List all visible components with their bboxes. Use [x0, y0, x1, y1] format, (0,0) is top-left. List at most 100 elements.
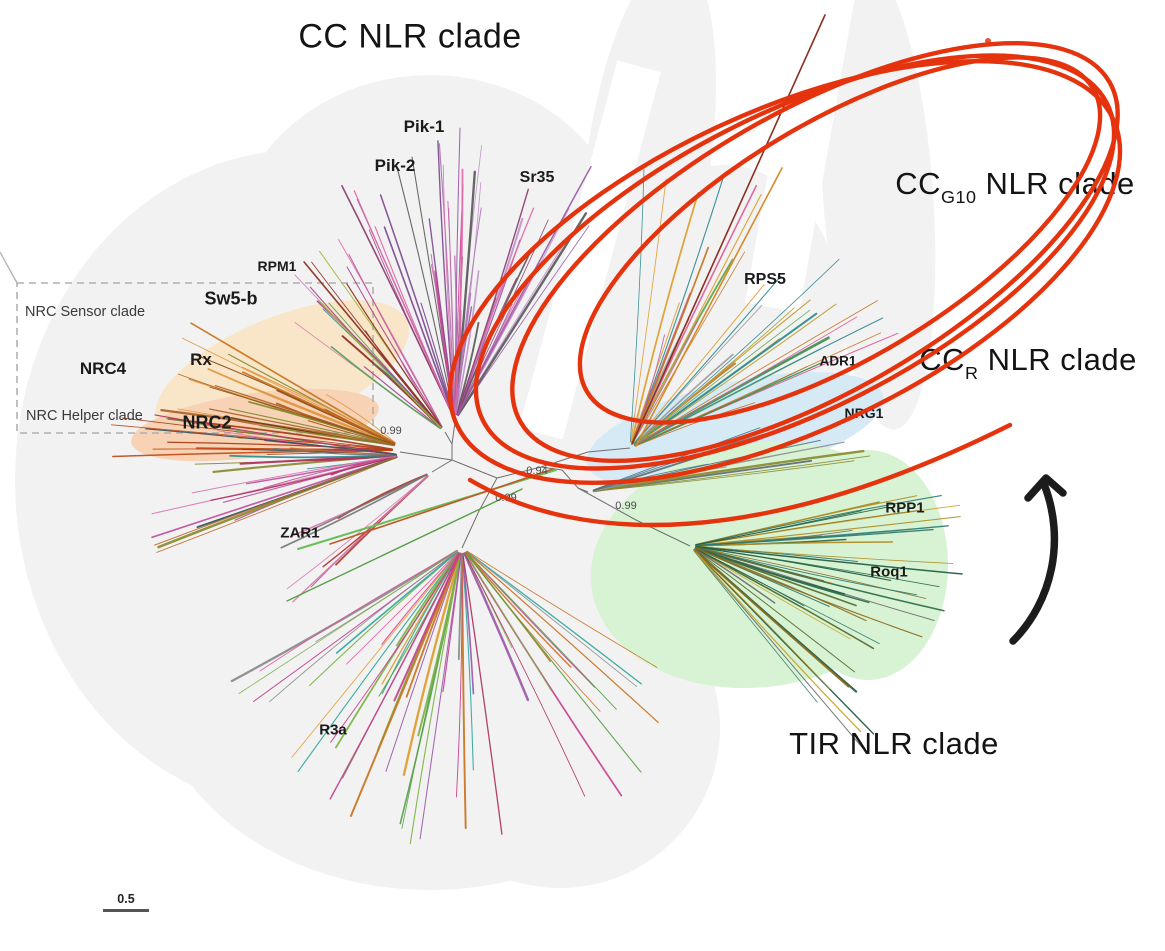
- tree-branch: [466, 550, 658, 668]
- tree-branch: [145, 428, 397, 455]
- rpm1-burst: [294, 239, 443, 430]
- tree-branch: [465, 551, 572, 668]
- scale-bar: 0.5: [103, 892, 149, 912]
- tree-branch: [695, 547, 923, 638]
- tree-branch: [363, 366, 441, 429]
- zar1-burst: [280, 473, 429, 603]
- tree-branch: [318, 300, 442, 429]
- tree-branch: [110, 424, 393, 450]
- tree-branch: [695, 541, 894, 547]
- tree-branch: [464, 552, 586, 797]
- tree-branch: [695, 547, 833, 584]
- cc-title-text-post: NLR clade: [348, 17, 522, 56]
- tree-branch: [694, 547, 870, 604]
- tree-branch: [409, 553, 462, 844]
- tree-branch: [303, 261, 443, 429]
- tree-branch: [693, 549, 875, 735]
- bootstrap-value: 0.94: [526, 465, 548, 477]
- ccg10-subscript: G10: [940, 187, 977, 208]
- tir-nlr-clade-title: TIR NLR clade: [789, 726, 999, 761]
- tree-branch: [230, 549, 458, 683]
- tree-branch: [465, 551, 617, 710]
- scale-bar-value: 0.5: [117, 892, 135, 906]
- tree-branch: [461, 553, 474, 771]
- tree-branch: [346, 283, 443, 428]
- tree-branch: [694, 548, 776, 604]
- tree-branch: [190, 322, 396, 444]
- gene-label-rpp1: RPP1: [885, 499, 925, 517]
- tree-branch: [693, 549, 850, 688]
- tree-branch: [455, 553, 463, 798]
- tree-branch: [154, 414, 397, 455]
- tree-branch: [229, 454, 397, 459]
- tree-branch: [348, 253, 443, 428]
- tree-branch: [338, 239, 443, 428]
- cc-title-text: CC: [298, 17, 349, 56]
- gene-label-rps5: RPS5: [744, 271, 786, 288]
- tree-branch: [402, 552, 462, 776]
- tree-branch: [405, 552, 461, 698]
- tree-branch: [694, 548, 851, 640]
- gene-label-r3a: R3a: [319, 721, 347, 739]
- tree-branch: [694, 549, 855, 673]
- tree-branch: [417, 552, 462, 737]
- ccg10-nlr-clade-title: CCG10 NLR clade: [895, 165, 1135, 208]
- gene-label-nrg1: NRG1: [844, 405, 884, 421]
- tree-branch: [269, 551, 458, 703]
- gene-label-rx: Rx: [190, 350, 212, 369]
- tree-branch: [228, 408, 395, 446]
- tree-branch: [326, 394, 396, 444]
- tree-branch: [693, 550, 818, 703]
- tree-branch: [695, 546, 940, 588]
- tree-branch: [465, 551, 659, 724]
- tree-branch: [694, 548, 875, 650]
- tree-branch: [330, 552, 460, 743]
- tree-branch: [419, 553, 462, 840]
- tree-branch: [695, 528, 934, 547]
- tree-branch: [695, 546, 918, 596]
- tree-branch: [289, 447, 397, 456]
- tree-branch: [300, 473, 428, 536]
- tree-branch: [329, 552, 460, 800]
- tree-branch: [463, 552, 530, 702]
- tree-branch: [151, 456, 398, 539]
- tree-branch: [209, 386, 395, 445]
- tree-branch: [464, 552, 552, 692]
- gene-label-sr35: Sr35: [519, 169, 555, 186]
- tree-branch: [274, 447, 397, 456]
- tree-branch: [335, 551, 459, 654]
- tree-branch: [695, 547, 935, 621]
- tree-branch: [346, 551, 459, 665]
- tree-branch: [238, 550, 458, 694]
- r3a-burst: [230, 549, 659, 844]
- tree-branch: [207, 368, 396, 445]
- gene-label-pik-1: Pik-1: [403, 117, 445, 136]
- gene-label-nrc4: NRC4: [79, 359, 127, 378]
- tree-branch: [353, 190, 454, 416]
- tree-branch: [167, 441, 393, 451]
- gene-label-sw5-b: Sw5-b: [204, 288, 258, 309]
- tir-burst: [693, 495, 963, 754]
- tree-branch: [154, 456, 397, 546]
- tree-branch: [209, 408, 395, 446]
- nrc-helper-clade-label: NRC Helper clade: [26, 408, 143, 424]
- gene-label-adr1: ADR1: [819, 353, 857, 369]
- tree-branch: [286, 475, 428, 590]
- tree-branch: [381, 551, 459, 645]
- tree-branch: [466, 551, 638, 688]
- tree-branch: [324, 408, 396, 444]
- tree-branch: [462, 553, 503, 835]
- tree-branch: [695, 545, 963, 575]
- tree-branch: [694, 548, 805, 607]
- sw5-rx-burst: [160, 322, 396, 447]
- scale-bar-line: [103, 909, 149, 912]
- gene-label-nrc2: NRC2: [182, 412, 232, 433]
- tree-branch: [191, 455, 397, 494]
- tree-branch: [341, 184, 454, 416]
- tree-branch: [151, 455, 397, 515]
- tree-branch: [457, 553, 463, 661]
- tree-branch: [259, 550, 458, 672]
- bootstrap-value: 0.99: [380, 425, 402, 437]
